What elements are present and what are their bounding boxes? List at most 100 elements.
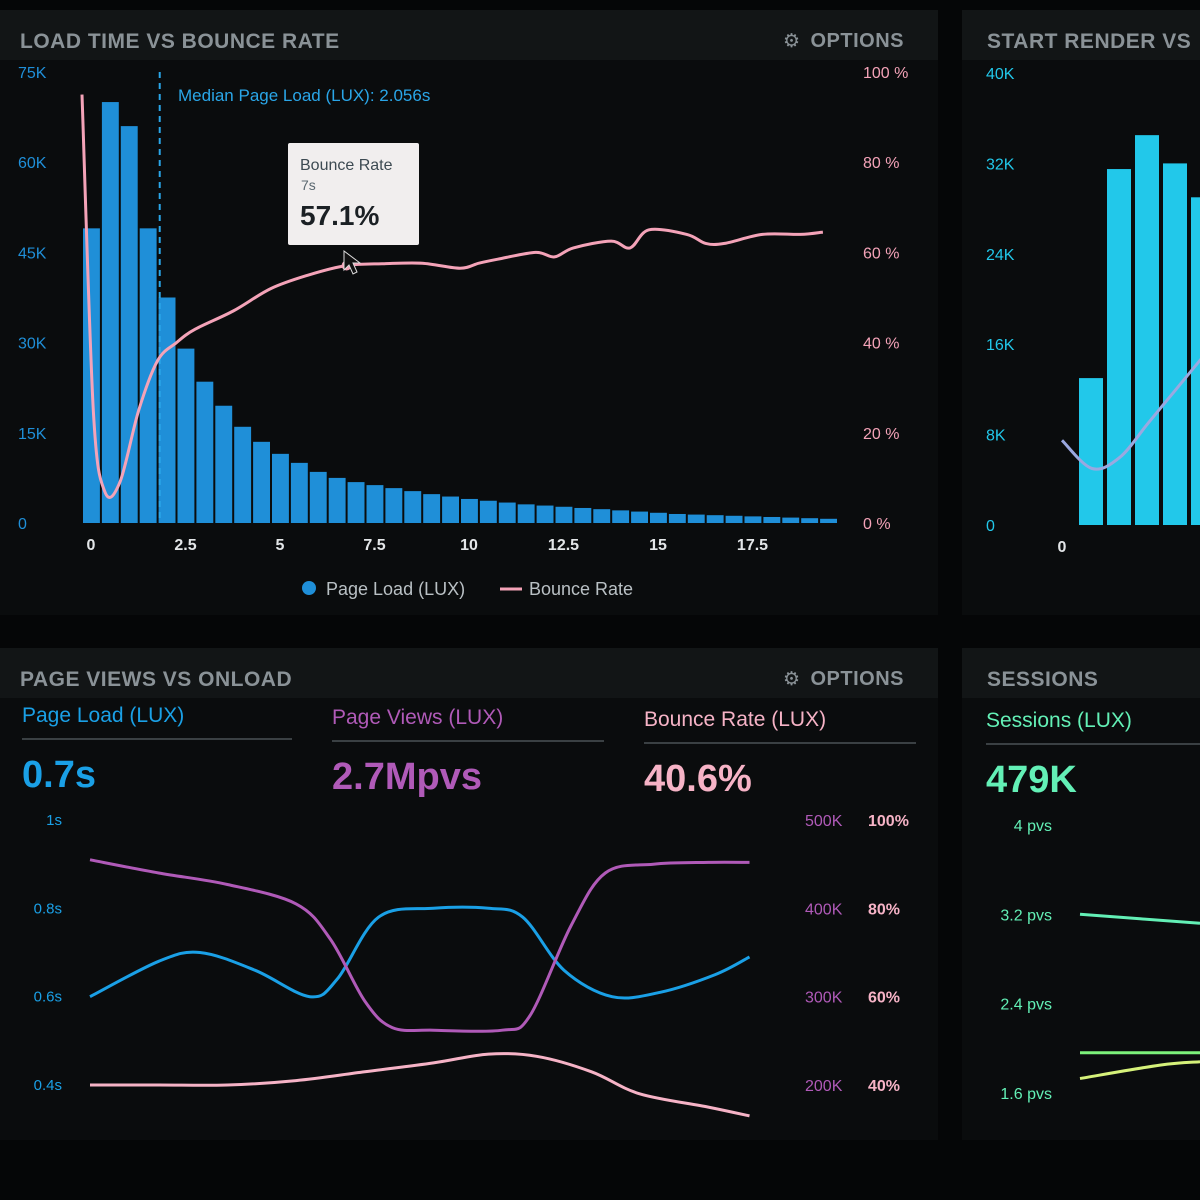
- kpi-label: Page Views (LUX): [332, 706, 504, 729]
- y-tick-label: 1s: [46, 812, 62, 829]
- bar: [461, 498, 478, 523]
- y-right-tick-label: 20 %: [863, 426, 899, 443]
- tooltip-value: 57.1%: [300, 200, 379, 231]
- tooltip: Bounce Rate 7s 57.1%: [288, 143, 419, 275]
- y-right-tick-label: 80%: [868, 901, 900, 918]
- chart-sessions: 1.6 pvs 2.4 pvs 3.2 pvs 4 pvs: [1000, 818, 1200, 1103]
- y-tick-label: 15K: [18, 426, 47, 443]
- bar: [1163, 163, 1187, 525]
- tooltip-subtitle: 7s: [301, 177, 316, 193]
- bar: [517, 504, 535, 523]
- bar: [442, 496, 459, 523]
- y-tick-label: 75K: [18, 65, 47, 82]
- bar: [347, 482, 365, 523]
- options-label: OPTIONS: [810, 668, 904, 690]
- y-tick-label: 0: [18, 516, 27, 533]
- panel-title: PAGE VIEWS VS ONLOAD: [20, 668, 293, 691]
- x-tick-label: 7.5: [363, 537, 385, 554]
- bar: [177, 348, 195, 523]
- kpi-divider: [644, 742, 916, 744]
- panel-sessions: SESSIONS: [962, 648, 1200, 1140]
- cursor-icon: [343, 250, 362, 275]
- y-tick-label: 0: [986, 518, 995, 535]
- kpi-label: Bounce Rate (LUX): [644, 708, 827, 731]
- panel-title: START RENDER VS: [987, 30, 1192, 53]
- kpi-divider: [986, 743, 1200, 745]
- bar: [801, 518, 819, 523]
- bar: [631, 511, 648, 523]
- bar: [1079, 378, 1103, 525]
- bar: [593, 509, 611, 523]
- bar: [706, 515, 724, 523]
- y-mid-tick-label: 500K: [805, 813, 843, 830]
- bar: [272, 453, 289, 523]
- tooltip-box: [288, 143, 419, 245]
- bar: [782, 517, 800, 523]
- y-mid-tick-label: 200K: [805, 1078, 843, 1095]
- tooltip-title: Bounce Rate: [300, 157, 393, 174]
- x-tick-label: 12.5: [548, 537, 579, 554]
- kpi-value: 40.6%: [644, 758, 752, 800]
- panel-title: LOAD TIME VS BOUNCE RATE: [20, 30, 340, 53]
- y-right-tick-label: 40%: [868, 1078, 900, 1095]
- legend-label-bounce-rate[interactable]: Bounce Rate: [529, 579, 633, 599]
- bar: [763, 516, 781, 523]
- series-line: [90, 1052, 750, 1118]
- y-tick-label: 3.2 pvs: [1000, 907, 1052, 924]
- kpi-value: 479K: [986, 759, 1077, 801]
- panel-title: SESSIONS: [987, 668, 1099, 691]
- panel-header: PAGE VIEWS VS ONLOAD ⚙ OPTIONS: [0, 648, 938, 698]
- bar: [650, 512, 667, 523]
- options-label: OPTIONS: [810, 30, 904, 52]
- series-line: [1060, 357, 1200, 471]
- bar: [687, 514, 705, 523]
- y-tick-label: 4 pvs: [1014, 818, 1052, 835]
- x-tick-label: 5: [276, 537, 285, 554]
- bar: [498, 502, 516, 523]
- kpi-divider: [22, 738, 292, 740]
- legend-label-page-load[interactable]: Page Load (LUX): [326, 579, 465, 599]
- bar: [423, 494, 441, 523]
- bar: [158, 297, 176, 523]
- bar: [1191, 197, 1200, 526]
- bar: [139, 228, 157, 523]
- y-tick-label: 16K: [986, 337, 1015, 354]
- panel-header: START RENDER VS: [962, 10, 1200, 60]
- bar: [668, 513, 686, 523]
- x-tick-label: 0: [1058, 539, 1067, 556]
- bar: [536, 505, 554, 523]
- kpi-label: Sessions (LUX): [986, 709, 1132, 732]
- y-tick-label: 45K: [18, 245, 47, 262]
- y-tick-label: 0.8s: [34, 900, 62, 917]
- bar: [820, 518, 837, 523]
- kpi-divider: [332, 740, 604, 742]
- kpi-sessions: Sessions (LUX) 479K: [986, 709, 1200, 802]
- y-tick-label: 24K: [986, 247, 1015, 264]
- y-right-tick-label: 100%: [868, 813, 909, 830]
- options-button[interactable]: ⚙ OPTIONS: [783, 30, 904, 53]
- kpi-label: Page Load (LUX): [22, 704, 185, 727]
- bar: [234, 426, 252, 523]
- y-right-tick-label: 80 %: [863, 155, 899, 172]
- series-line: [1079, 912, 1200, 925]
- x-tick-label: 10: [460, 537, 478, 554]
- kpi-page-load: Page Load (LUX) 0.7s: [22, 704, 292, 797]
- y-right-tick-label: 0 %: [863, 516, 891, 533]
- series-line: [89, 858, 750, 1033]
- y-right-tick-label: 60%: [868, 990, 900, 1007]
- bar: [1135, 135, 1159, 525]
- bounce-rate-line: [80, 94, 824, 499]
- series-line: [89, 905, 751, 1000]
- kpi-bounce-rate: Bounce Rate (LUX) 40.6%: [644, 708, 916, 801]
- bar: [120, 126, 138, 524]
- bar: [385, 488, 403, 523]
- bar: [725, 515, 743, 523]
- bar: [555, 506, 573, 523]
- y-tick-label: 0.6s: [34, 989, 62, 1006]
- legend-swatch-page-load: [302, 581, 316, 595]
- y-mid-tick-label: 300K: [805, 990, 843, 1007]
- options-button[interactable]: ⚙ OPTIONS: [783, 668, 904, 691]
- bar: [574, 507, 592, 523]
- y-right-tick-label: 60 %: [863, 245, 899, 262]
- bar: [290, 462, 308, 523]
